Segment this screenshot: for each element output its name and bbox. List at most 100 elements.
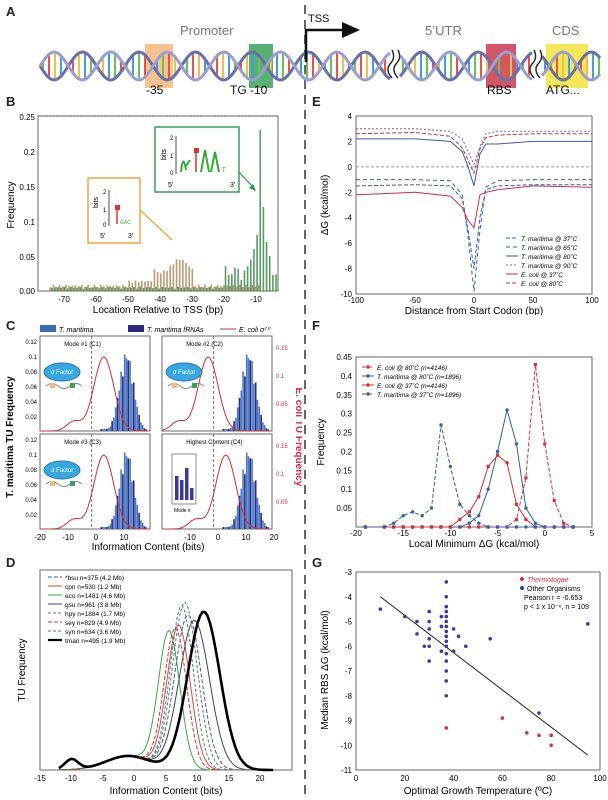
b-bar-35 <box>219 286 222 291</box>
c-hist-bar <box>251 360 253 431</box>
g-point <box>444 604 449 609</box>
c-hist-bar <box>138 414 140 431</box>
g-point <box>525 731 529 735</box>
c-ytick-right: 0.1 <box>276 374 285 380</box>
e-legend-entry: E. coli @ 37˚C <box>521 271 563 279</box>
f-point <box>486 487 490 491</box>
b-bar-10 <box>237 268 239 291</box>
c-hist-bar <box>141 424 144 431</box>
c-hist-bar <box>227 527 230 529</box>
b-bar-35 <box>156 272 159 291</box>
c-hist-bar <box>262 422 264 431</box>
b-bar-10 <box>272 274 274 291</box>
c-hist-bar <box>260 414 262 431</box>
f-point <box>524 506 528 510</box>
b-bar-10 <box>183 287 186 291</box>
c-legend-swatch-0 <box>40 325 56 332</box>
f-point <box>552 498 556 503</box>
c-xtick-5: 0 <box>216 533 221 542</box>
g-point <box>537 733 541 738</box>
g-ytick: -7 <box>345 667 353 676</box>
b-bar-35 <box>93 284 96 291</box>
dna-helix <box>38 50 602 82</box>
b-bar-10 <box>205 287 208 291</box>
b-bar-10 <box>51 288 53 291</box>
c-hist-bar <box>245 452 248 529</box>
c-hist-bar <box>127 360 130 431</box>
sigma-factor-label: σ Factor <box>51 468 73 474</box>
d-curves <box>58 601 274 772</box>
c-ytick-right: 0.05 <box>276 500 288 506</box>
c-hist-bar <box>145 429 148 431</box>
c-hist-bar <box>141 522 144 529</box>
sequence-break-3 <box>529 49 537 79</box>
f-point <box>382 525 387 529</box>
b-bar-10 <box>73 287 75 291</box>
f-point <box>477 525 481 529</box>
panel-d-tu-frequency: *bsu n=375 (4.2 Mb) cpn n=530 (1.2 Mb) eco… <box>17 569 293 797</box>
panel-b-yticks: 0.25 0.2 0.15 0.1 0.05 0.00 <box>19 113 35 296</box>
c-ytick-left: 0.12 <box>25 438 37 444</box>
f-point <box>477 495 481 499</box>
f-point <box>514 525 519 529</box>
g-point <box>422 644 427 649</box>
g-legend-0: Thermotogae <box>527 577 569 584</box>
c-hist-bar <box>253 383 255 431</box>
f-point <box>467 521 471 525</box>
b-bar-35 <box>251 284 254 291</box>
c-xtick-3: 10 <box>120 533 129 542</box>
g-point <box>456 634 461 639</box>
b-bar-10 <box>101 286 104 291</box>
f-yticks: 0.45 0.4 0.35 0.3 0.25 0.2 0.15 0.1 0.05 <box>336 353 352 513</box>
c-hist-bar <box>254 480 257 529</box>
c-hist-bar <box>134 399 137 431</box>
b-bar-35 <box>122 284 124 291</box>
d-curve <box>58 610 274 772</box>
e-xtick: -100 <box>348 296 365 305</box>
d-xtick-7: 20 <box>256 774 265 783</box>
f-point <box>401 513 405 518</box>
c-legend-0: T. maritima <box>59 327 93 334</box>
e-legend-entry: T. maritima @ 65˚C <box>521 244 578 252</box>
c-hist-bar <box>247 358 250 431</box>
c-box-35 <box>50 481 55 486</box>
d-curve <box>58 629 274 771</box>
logo-left-letter-t <box>115 205 120 210</box>
b-bar-35 <box>137 282 140 291</box>
b-bar-10 <box>54 287 56 291</box>
logo-minus10-inset: bits 2 1 0 T 5' 3' <box>154 126 240 193</box>
b-bar-10 <box>275 274 277 291</box>
b-bar-10 <box>79 286 82 291</box>
b-bar-35 <box>226 285 228 291</box>
b-bar-10 <box>202 287 205 291</box>
g-ytick: -11 <box>341 766 353 775</box>
f-series-line <box>365 424 574 528</box>
c-hist-bar <box>244 376 246 431</box>
b-bar-10 <box>120 288 123 291</box>
e-ytick: 2 <box>348 137 353 146</box>
e-ylabel: ΔG (kcal/mol) <box>320 175 331 236</box>
g-point <box>427 609 431 614</box>
b-bar-10 <box>126 287 129 291</box>
b-xtick-4: -30 <box>186 295 198 304</box>
sequence-break-4 <box>535 49 543 79</box>
c-hist-bar <box>116 495 119 529</box>
f-point <box>410 510 415 514</box>
f-point <box>486 464 490 469</box>
c-hist-bar <box>222 429 225 431</box>
g-xtick: 60 <box>498 774 507 783</box>
logo-right-5p: 5' <box>168 182 173 189</box>
g-point <box>444 644 449 649</box>
e-series-line <box>356 179 592 292</box>
b-bar-10 <box>98 288 100 291</box>
b-bar-10 <box>196 288 198 291</box>
f-legend-entry: T. maritima @ 37˚C (n=1896) <box>377 391 461 399</box>
f-point <box>543 525 547 529</box>
g-point <box>427 619 431 624</box>
b-ytick-4: 0.05 <box>19 253 35 262</box>
g-point <box>549 733 553 738</box>
g-legend: Thermotogae Other Organisms Pearson r = … <box>520 577 589 611</box>
b-bar-10 <box>161 286 164 291</box>
f-ytick: 0.05 <box>336 504 352 513</box>
e-xtick: 100 <box>585 296 599 305</box>
